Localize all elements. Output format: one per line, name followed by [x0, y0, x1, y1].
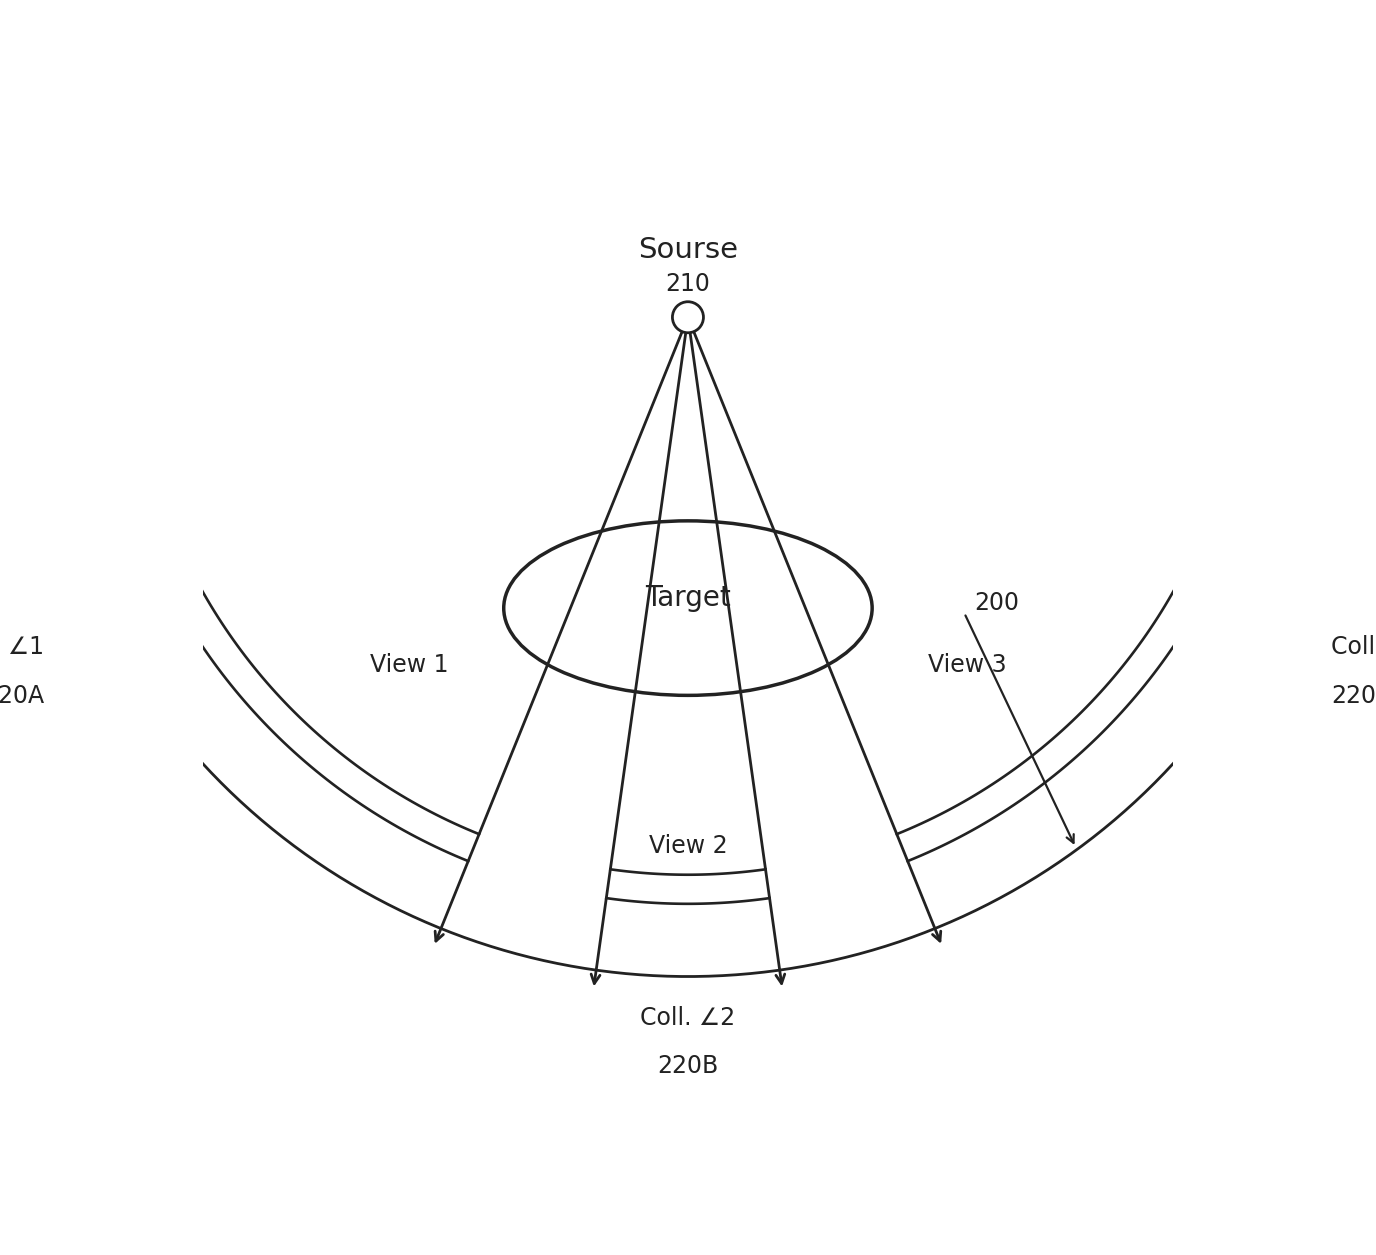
Text: 220C: 220C	[1332, 684, 1376, 708]
Circle shape	[673, 301, 703, 333]
Text: 210: 210	[666, 272, 710, 296]
Text: View 1: View 1	[370, 653, 449, 676]
Text: Sourse: Sourse	[638, 236, 738, 264]
Text: Coll. ∠2: Coll. ∠2	[640, 1005, 736, 1029]
Text: 220A: 220A	[0, 684, 44, 708]
Text: Coll. ∠3: Coll. ∠3	[1332, 635, 1376, 659]
Text: 220B: 220B	[658, 1054, 718, 1078]
Text: Coll. ∠1: Coll. ∠1	[0, 635, 44, 659]
Text: Target: Target	[645, 585, 731, 612]
Text: View 3: View 3	[927, 653, 1006, 676]
Text: 200: 200	[974, 591, 1020, 615]
Text: View 2: View 2	[648, 833, 728, 857]
